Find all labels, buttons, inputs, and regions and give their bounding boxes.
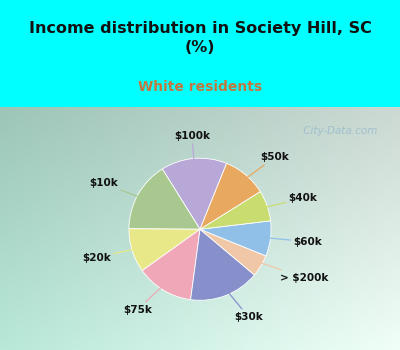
Text: $100k: $100k bbox=[174, 131, 210, 171]
Wedge shape bbox=[200, 191, 270, 229]
Wedge shape bbox=[129, 169, 200, 229]
Wedge shape bbox=[200, 229, 266, 275]
Text: $50k: $50k bbox=[238, 152, 289, 184]
Wedge shape bbox=[191, 229, 254, 300]
Text: $30k: $30k bbox=[221, 284, 263, 322]
Text: $60k: $60k bbox=[258, 237, 322, 247]
Text: $20k: $20k bbox=[82, 247, 144, 262]
Wedge shape bbox=[162, 158, 227, 229]
Text: $10k: $10k bbox=[89, 178, 149, 201]
Text: $40k: $40k bbox=[255, 193, 317, 210]
Text: City-Data.com: City-Data.com bbox=[300, 126, 377, 136]
Wedge shape bbox=[200, 163, 260, 229]
Wedge shape bbox=[142, 229, 200, 300]
Wedge shape bbox=[129, 229, 200, 271]
Text: Income distribution in Society Hill, SC
(%): Income distribution in Society Hill, SC … bbox=[28, 21, 372, 55]
Text: $75k: $75k bbox=[123, 279, 170, 315]
Text: White residents: White residents bbox=[138, 80, 262, 94]
Wedge shape bbox=[200, 221, 271, 256]
Text: > $200k: > $200k bbox=[250, 259, 329, 282]
